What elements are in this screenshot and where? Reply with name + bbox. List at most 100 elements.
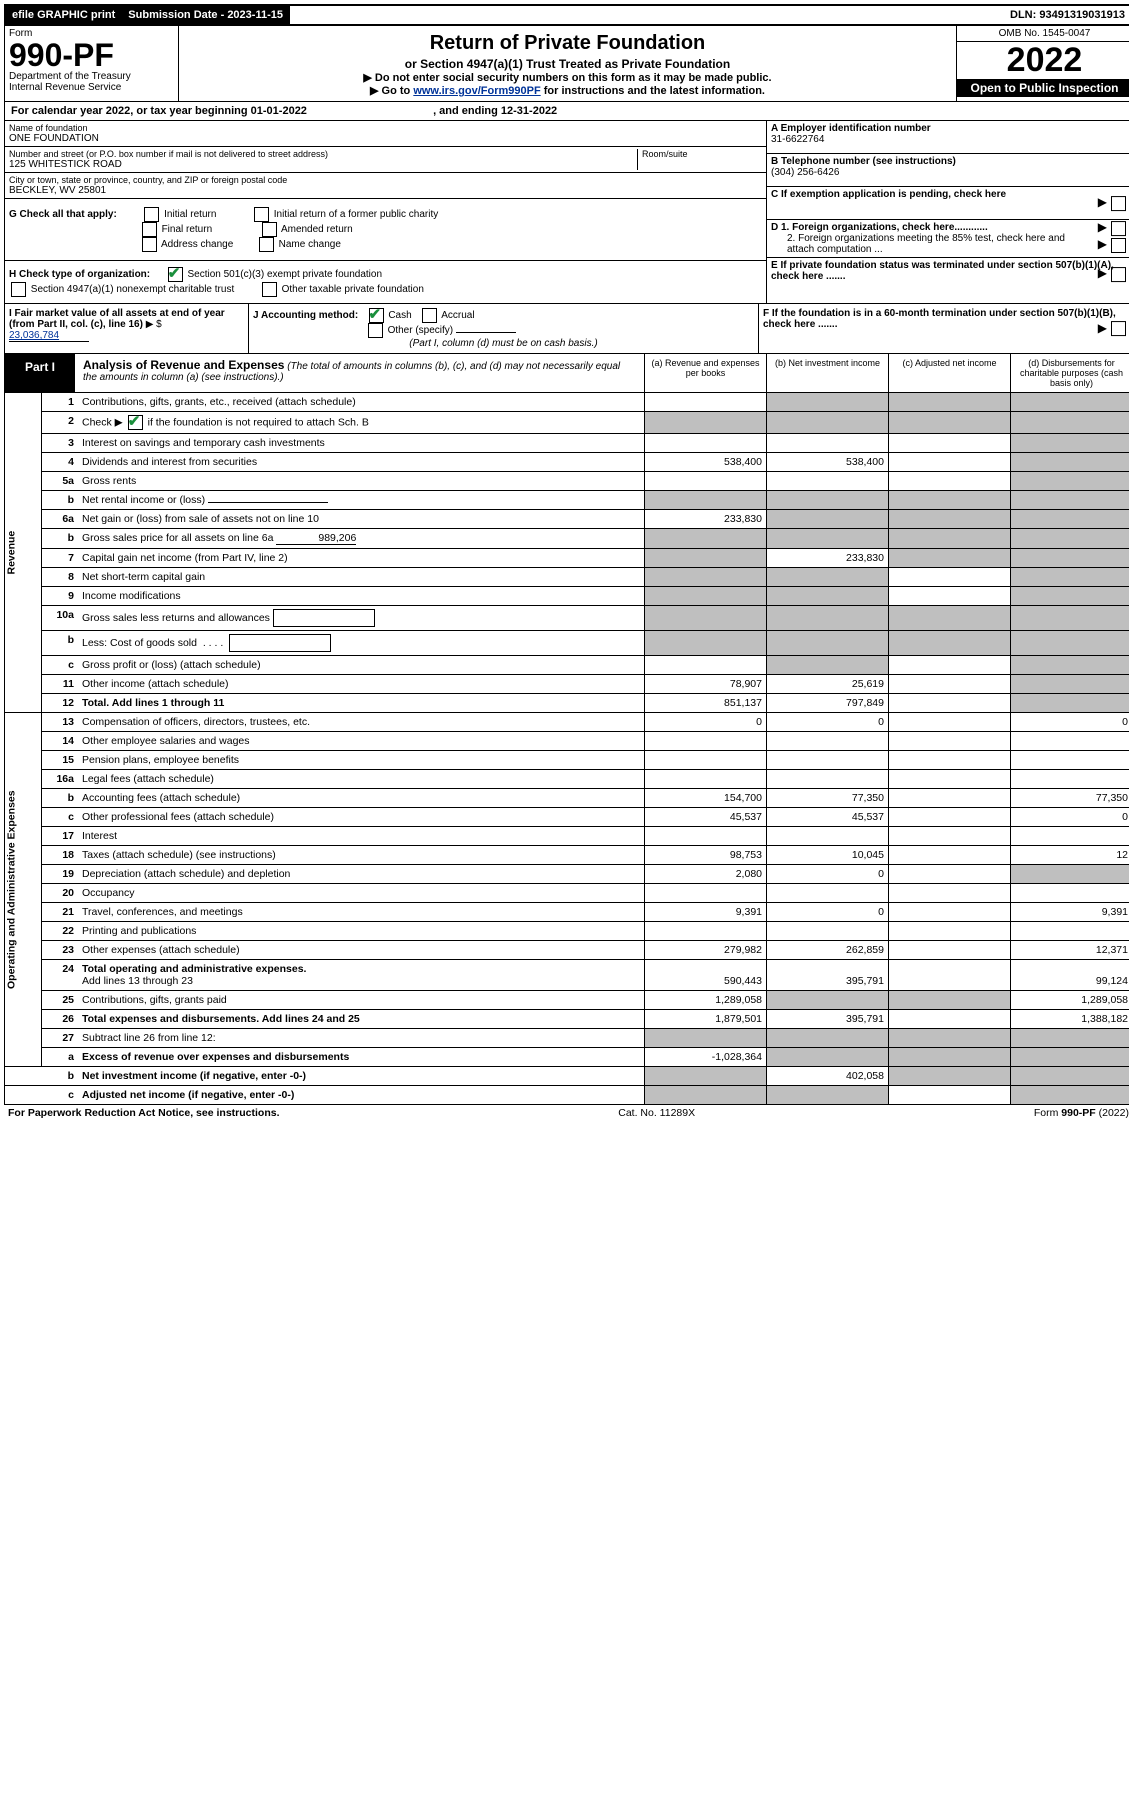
checkbox-f[interactable]: [1111, 321, 1126, 336]
dln: DLN: 93491319031913: [1004, 6, 1129, 24]
line-21: Travel, conferences, and meetings: [78, 903, 645, 922]
line-27c: Adjusted net income (if negative, enter …: [78, 1086, 645, 1105]
line-16c: Other professional fees (attach schedule…: [78, 808, 645, 827]
line-5b: Net rental income or (loss): [78, 491, 645, 510]
fmv-link[interactable]: 23,036,784: [9, 330, 89, 342]
checkbox-other-method[interactable]: [368, 323, 383, 338]
checkbox-name[interactable]: [259, 237, 274, 252]
checkbox-cash[interactable]: [369, 308, 384, 323]
room-label: Room/suite: [642, 149, 762, 159]
open-public: Open to Public Inspection: [957, 79, 1129, 97]
line-14: Other employee salaries and wages: [78, 732, 645, 751]
instr-ssn: ▶ Do not enter social security numbers o…: [183, 71, 952, 84]
c-label: C If exemption application is pending, c…: [771, 189, 1006, 200]
form-number: 990-PF: [9, 39, 174, 71]
ijf-row: I Fair market value of all assets at end…: [4, 304, 1129, 354]
entity-info: Name of foundation ONE FOUNDATION Number…: [4, 121, 1129, 304]
tax-year: 2022: [957, 42, 1129, 79]
line-16a: Legal fees (attach schedule): [78, 770, 645, 789]
h-label: H Check type of organization:: [9, 269, 150, 280]
line-15: Pension plans, employee benefits: [78, 751, 645, 770]
f-label: F If the foundation is in a 60-month ter…: [763, 308, 1116, 330]
line-10a: Gross sales less returns and allowances: [78, 606, 645, 631]
ein-label: A Employer identification number: [771, 123, 931, 134]
line-23: Other expenses (attach schedule): [78, 941, 645, 960]
col-d-header: (d) Disbursements for charitable purpose…: [1010, 354, 1129, 392]
top-bar: efile GRAPHIC print Submission Date - 20…: [4, 4, 1129, 26]
phone-label: B Telephone number (see instructions): [771, 156, 956, 167]
city-state-zip: BECKLEY, WV 25801: [9, 185, 762, 196]
line-2: Check ▶ if the foundation is not require…: [78, 412, 645, 434]
d1-label: D 1. Foreign organizations, check here..…: [771, 222, 988, 233]
line-16b: Accounting fees (attach schedule): [78, 789, 645, 808]
j-label: J Accounting method:: [253, 310, 358, 321]
expenses-label: Operating and Administrative Expenses: [5, 713, 42, 1067]
line-22: Printing and publications: [78, 922, 645, 941]
efile-tag: efile GRAPHIC print: [6, 6, 122, 24]
checkbox-initial-former[interactable]: [254, 207, 269, 222]
revenue-label: Revenue: [5, 393, 42, 713]
checkbox-accrual[interactable]: [422, 308, 437, 323]
checkbox-501c3[interactable]: [168, 267, 183, 282]
footer-mid: Cat. No. 11289X: [618, 1107, 695, 1119]
checkbox-address[interactable]: [142, 237, 157, 252]
line-4: Dividends and interest from securities: [78, 453, 645, 472]
line-6a: Net gain or (loss) from sale of assets n…: [78, 510, 645, 529]
e-label: E If private foundation status was termi…: [771, 260, 1114, 282]
line-19: Depreciation (attach schedule) and deple…: [78, 865, 645, 884]
street-address: 125 WHITESTICK ROAD: [9, 159, 637, 170]
line-12: Total. Add lines 1 through 11: [78, 694, 645, 713]
line-1: Contributions, gifts, grants, etc., rece…: [78, 393, 645, 412]
part1-table: Revenue 1 Contributions, gifts, grants, …: [4, 393, 1129, 1105]
line-17: Interest: [78, 827, 645, 846]
checkbox-other-taxable[interactable]: [262, 282, 277, 297]
form-title: Return of Private Foundation: [183, 32, 952, 55]
g-label: G Check all that apply:: [9, 209, 117, 220]
irs-link[interactable]: www.irs.gov/Form990PF: [413, 85, 540, 97]
checkbox-initial[interactable]: [144, 207, 159, 222]
line-13: Compensation of officers, directors, tru…: [78, 713, 645, 732]
phone-value: (304) 256-6426: [771, 167, 839, 178]
j-note: (Part I, column (d) must be on cash basi…: [253, 338, 754, 349]
footer-left: For Paperwork Reduction Act Notice, see …: [8, 1107, 280, 1119]
line-9: Income modifications: [78, 587, 645, 606]
omb-number: OMB No. 1545-0047: [957, 26, 1129, 42]
line-27b: Net investment income (if negative, ente…: [78, 1067, 645, 1086]
line-11: Other income (attach schedule): [78, 675, 645, 694]
line-8: Net short-term capital gain: [78, 568, 645, 587]
checkbox-d1[interactable]: [1111, 221, 1126, 236]
checkbox-e[interactable]: [1111, 267, 1126, 282]
checkbox-c[interactable]: [1111, 196, 1126, 211]
foundation-name: ONE FOUNDATION: [9, 133, 762, 144]
line-27: Subtract line 26 from line 12:: [78, 1029, 645, 1048]
line-18: Taxes (attach schedule) (see instruction…: [78, 846, 645, 865]
footer-right: Form 990-PF (2022): [1034, 1107, 1129, 1119]
part1-title: Analysis of Revenue and Expenses: [83, 358, 284, 372]
line-5a: Gross rents: [78, 472, 645, 491]
line-25: Contributions, gifts, grants paid: [78, 991, 645, 1010]
part1-header: Part I Analysis of Revenue and Expenses …: [4, 354, 1129, 393]
i-label: I Fair market value of all assets at end…: [9, 308, 225, 330]
col-c-header: (c) Adjusted net income: [888, 354, 1010, 392]
ein-value: 31-6622764: [771, 134, 824, 145]
line-6b: Gross sales price for all assets on line…: [78, 529, 645, 549]
line-20: Occupancy: [78, 884, 645, 903]
checkbox-amended[interactable]: [262, 222, 277, 237]
irs-label: Internal Revenue Service: [9, 82, 174, 93]
col-a-header: (a) Revenue and expenses per books: [644, 354, 766, 392]
instr-link-row: ▶ Go to www.irs.gov/Form990PF for instru…: [183, 84, 952, 97]
calendar-year-row: For calendar year 2022, or tax year begi…: [4, 102, 1129, 121]
line-26: Total expenses and disbursements. Add li…: [78, 1010, 645, 1029]
d2-label: 2. Foreign organizations meeting the 85%…: [771, 233, 1128, 255]
part1-label: Part I: [5, 354, 75, 392]
line-10c: Gross profit or (loss) (attach schedule): [78, 656, 645, 675]
checkbox-final[interactable]: [142, 222, 157, 237]
name-label: Name of foundation: [9, 123, 762, 133]
checkbox-schb[interactable]: [128, 415, 143, 430]
form-header: Form 990-PF Department of the Treasury I…: [4, 26, 1129, 102]
checkbox-d2[interactable]: [1111, 238, 1126, 253]
line-10b: Less: Cost of goods sold . . . .: [78, 631, 645, 656]
form-subtitle: or Section 4947(a)(1) Trust Treated as P…: [183, 57, 952, 71]
checkbox-4947[interactable]: [11, 282, 26, 297]
submission-date: Submission Date - 2023-11-15: [122, 6, 290, 24]
